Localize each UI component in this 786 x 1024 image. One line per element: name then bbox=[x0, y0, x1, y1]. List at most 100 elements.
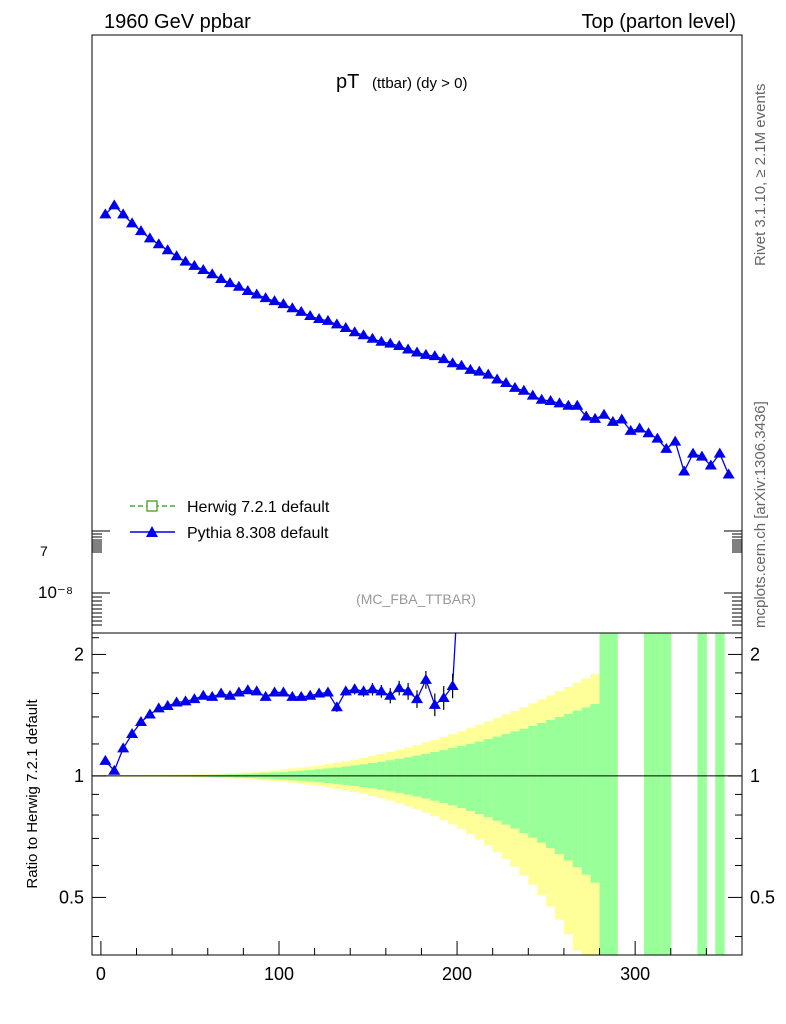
uncertainty-band-inner bbox=[528, 725, 538, 838]
pythia-ratio-point bbox=[188, 693, 201, 704]
pythia-main-point bbox=[562, 399, 575, 410]
x-tick-label: 0 bbox=[96, 964, 106, 984]
pythia-main-point bbox=[321, 314, 334, 325]
pythia-ratio-point bbox=[437, 691, 450, 702]
pythia-main-point bbox=[473, 365, 486, 376]
pythia-main-point bbox=[330, 318, 343, 329]
y-tick-label-left: 0.5 bbox=[59, 887, 84, 907]
pythia-main-point bbox=[580, 410, 593, 421]
ratio-bands bbox=[100, 633, 725, 955]
uncertainty-band-inner bbox=[510, 731, 520, 829]
pythia-main-point bbox=[491, 373, 504, 384]
pythia-main-point bbox=[304, 310, 317, 321]
side-text-mcplots: mcplots.cern.ch [arXiv:1306.3436] bbox=[752, 401, 769, 628]
pythia-main-point bbox=[206, 268, 219, 279]
y-tick-label-right: 0.5 bbox=[750, 887, 775, 907]
x-tick-label: 100 bbox=[264, 964, 294, 984]
uncertainty-band-inner bbox=[474, 741, 485, 815]
ratio-axes: 0 100 200 300 0.5 0.5 1 1 2 2 bbox=[59, 637, 775, 984]
pythia-ratio-point bbox=[241, 684, 254, 695]
uncertainty-band-inner bbox=[661, 633, 672, 955]
uncertainty-band-inner bbox=[572, 710, 583, 868]
y-tick-label-1e-8: 10⁻⁸ bbox=[38, 583, 73, 602]
pythia-ratio-point bbox=[411, 693, 423, 704]
pythia-main-point bbox=[215, 272, 228, 283]
pythia-main-point bbox=[224, 277, 237, 288]
uncertainty-band-inner bbox=[457, 745, 467, 809]
pythia-main-point bbox=[126, 217, 139, 228]
uncertainty-band-inner bbox=[501, 734, 511, 825]
pythia-main-point bbox=[722, 468, 735, 479]
pythia-main-point bbox=[437, 353, 450, 364]
pythia-main-point bbox=[161, 244, 174, 255]
pythia-main-point bbox=[695, 450, 708, 461]
pythia-main-point bbox=[642, 427, 655, 438]
pythia-ratio-point bbox=[206, 690, 219, 701]
ratio-y-axis-label: Ratio to Herwig 7.2.1 default bbox=[24, 699, 41, 889]
pythia-ratio-point bbox=[321, 686, 334, 697]
uncertainty-band-inner bbox=[439, 750, 449, 803]
pythia-main-point bbox=[295, 305, 308, 316]
pythia-ratio-point bbox=[215, 687, 228, 698]
pythia-ratio-point bbox=[143, 708, 156, 719]
uncertainty-band-inner bbox=[546, 720, 556, 849]
pythia-main-point bbox=[170, 250, 183, 261]
pythia-main-point bbox=[651, 432, 664, 443]
main-panel: pT (ttbar) (dy > 0) (MC_FBA_TTBAR) 7 10⁻… bbox=[38, 34, 743, 634]
uncertainty-band-inner bbox=[519, 728, 529, 834]
ratio-series-clipped bbox=[99, 633, 459, 775]
pythia-ratio-point bbox=[268, 686, 281, 697]
pythia-main-point bbox=[375, 335, 388, 346]
pythia-main-point bbox=[366, 332, 379, 343]
pythia-ratio-point bbox=[117, 742, 130, 753]
pythia-main-point bbox=[669, 435, 682, 446]
pythia-main-point bbox=[241, 284, 254, 295]
y-tick-label-right: 1 bbox=[750, 766, 760, 786]
y-tick-label-7: 7 bbox=[40, 543, 48, 559]
uncertainty-band-inner bbox=[483, 739, 494, 818]
pythia-main-point bbox=[544, 394, 557, 405]
main-y-ticks bbox=[92, 530, 742, 626]
pythia-main-point bbox=[286, 302, 299, 313]
pythia-ratio-point bbox=[232, 686, 245, 697]
pythia-main-point bbox=[660, 442, 673, 453]
pythia-main-point bbox=[411, 346, 423, 357]
uncertainty-band-inner bbox=[652, 633, 663, 955]
pythia-ratio-point bbox=[393, 682, 406, 693]
legend-herwig-marker bbox=[146, 500, 158, 512]
pythia-main-point bbox=[250, 288, 263, 299]
pythia-main-point bbox=[179, 255, 192, 266]
pythia-ratio-point bbox=[428, 698, 441, 709]
legend-pythia-marker bbox=[146, 526, 158, 537]
pythia-main-point bbox=[508, 381, 521, 392]
pythia-ratio-point bbox=[330, 701, 343, 712]
pythia-ratio-point bbox=[179, 695, 192, 706]
legend-pythia-label: Pythia 8.308 default bbox=[187, 525, 329, 542]
pythia-main-point bbox=[589, 412, 602, 423]
pythia-ratio-point bbox=[108, 764, 121, 775]
pythia-ratio-point bbox=[134, 716, 147, 727]
legend: Herwig 7.2.1 default Pythia 8.308 defaul… bbox=[130, 499, 330, 542]
y-tick-label-right: 2 bbox=[750, 644, 760, 664]
main-panel-frame bbox=[91, 34, 743, 634]
pythia-main-point bbox=[678, 465, 691, 476]
uncertainty-band-inner bbox=[555, 717, 565, 855]
legend-herwig-label: Herwig 7.2.1 default bbox=[187, 499, 330, 516]
pythia-ratio-point bbox=[366, 683, 379, 694]
pythia-main-point bbox=[571, 399, 584, 410]
pythia-main-point bbox=[357, 329, 370, 340]
uncertainty-band-inner bbox=[492, 736, 502, 821]
pythia-main-point bbox=[526, 389, 539, 400]
pythia-ratio-point bbox=[419, 673, 432, 684]
ratio-panel: 0 100 200 300 0.5 0.5 1 1 2 2 Ratio to Herwig 7.2… bbox=[24, 632, 775, 984]
main-title-small: (ttbar) (dy > 0) bbox=[372, 75, 467, 92]
uncertainty-band-inner bbox=[590, 704, 600, 883]
uncertainty-band-inner bbox=[644, 633, 654, 955]
uncertainty-band-inner bbox=[537, 723, 547, 843]
pythia-ratio-point bbox=[126, 728, 139, 739]
pythia-ratio-point bbox=[161, 700, 174, 711]
pythia-ratio-point bbox=[170, 696, 183, 707]
uncertainty-band-inner bbox=[448, 748, 458, 806]
pythia-main-point bbox=[633, 422, 646, 433]
pythia-ratio-point bbox=[348, 683, 361, 694]
